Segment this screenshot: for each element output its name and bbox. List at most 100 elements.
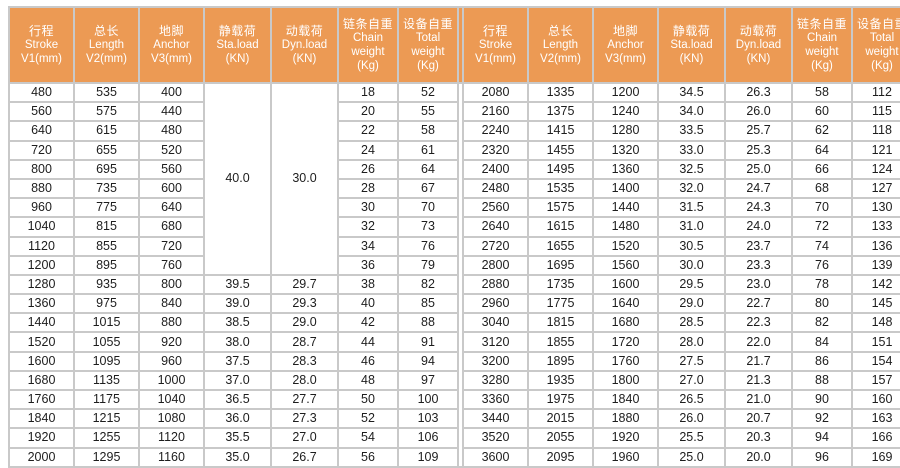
cell-chain_weight-right: 88 [793,371,851,389]
cell-sta_load-right: 34.5 [659,84,724,102]
cell-anchor-right: 1960 [594,448,657,466]
cell-stroke-left: 1120 [10,237,73,255]
table-split-divider [459,8,462,82]
cell-total_weight-left: 70 [399,199,457,217]
column-header-line-1: Chain [806,32,838,44]
cell-stroke-left: 2000 [10,448,73,466]
table-split-divider-body [459,84,462,466]
cell-length-right: 1695 [529,256,592,274]
column-header-anchor-left: 地脚 Anchor V3(mm) [140,8,203,82]
cell-length-right: 1855 [529,333,592,351]
table-row: 720 655 520 24 61 2320 1455 1320 33.0 25.3 64 121 [10,141,900,159]
cell-dyn_load-right: 24.3 [726,199,791,217]
column-header-line-0: 链条自重 [342,17,393,31]
cell-total_weight-left: 61 [399,141,457,159]
column-header-line-0: 链条自重 [796,17,847,31]
cell-length-left: 775 [75,199,138,217]
cell-dyn_load-left: 27.7 [272,391,337,409]
cell-sta_load-right: 28.5 [659,314,724,332]
cell-length-left: 655 [75,141,138,159]
cell-sta_load-left: 39.5 [205,275,270,294]
column-header-line-3: (Kg) [417,60,439,72]
cell-dyn_load-right: 24.0 [726,218,791,236]
column-header-dyn_load-right: 动载荷 Dyn.load (KN) [726,8,791,82]
cell-dyn_load-right: 25.7 [726,122,791,140]
cell-anchor-left: 480 [140,122,203,140]
cell-sta_load-right: 33.0 [659,141,724,159]
cell-total_weight-right: 160 [853,391,900,409]
cell-chain_weight-left: 36 [339,256,397,274]
column-header-chain_weight-left: 链条自重 Chain weight (Kg) [339,8,397,82]
cell-chain_weight-left: 34 [339,237,397,255]
cell-anchor-left: 840 [140,295,203,313]
column-header-line-2: (KN) [225,53,250,65]
cell-stroke-right: 2080 [464,84,527,102]
cell-chain_weight-right: 68 [793,179,851,198]
column-header-dyn_load-left: 动载荷 Dyn.load (KN) [272,8,337,82]
column-header-line-3: (Kg) [871,60,893,72]
cell-stroke-left: 1280 [10,275,73,294]
cell-sta_load-left: 36.5 [205,391,270,409]
column-header-line-2: V1(mm) [475,53,516,65]
cell-length-left: 1015 [75,314,138,332]
cell-length-left: 975 [75,295,138,313]
cell-length-left: 1175 [75,391,138,409]
cell-total_weight-left: 64 [399,160,457,178]
cell-anchor-left: 880 [140,314,203,332]
table-row: 1200 895 760 36 79 2800 1695 1560 30.0 23.3 76 139 [10,256,900,274]
cell-anchor-right: 1680 [594,314,657,332]
column-header-line-1: Total [415,32,441,44]
cell-sta_load-left: 37.0 [205,371,270,389]
cell-dyn_load-left: 28.7 [272,333,337,351]
cell-anchor-left: 760 [140,256,203,274]
cell-length-left: 815 [75,218,138,236]
cell-anchor-right: 1280 [594,122,657,140]
cell-total_weight-right: 145 [853,295,900,313]
cell-total_weight-right: 133 [853,218,900,236]
column-header-line-2: V3(mm) [151,53,192,65]
cell-total_weight-right: 139 [853,256,900,274]
cell-chain_weight-left: 44 [339,333,397,351]
column-header-line-1: Length [542,39,579,51]
column-header-sta_load-left: 静载荷 Sta.load (KN) [205,8,270,82]
cell-anchor-left: 440 [140,103,203,121]
table-row: 880 735 600 28 67 2480 1535 1400 32.0 24.7 68 127 [10,179,900,198]
cell-chain_weight-right: 80 [793,295,851,313]
cell-dyn_load-left: 26.7 [272,448,337,466]
cell-length-right: 1935 [529,371,592,389]
cell-anchor-left: 520 [140,141,203,159]
cell-length-left: 1095 [75,352,138,370]
cell-length-left: 1135 [75,371,138,389]
cell-anchor-left: 720 [140,237,203,255]
cell-total_weight-right: 118 [853,122,900,140]
cell-stroke-right: 3520 [464,429,527,447]
table-row: 560 575 440 20 55 2160 1375 1240 34.0 26.0 60 115 [10,103,900,121]
table-row: 1520 1055 920 38.0 28.7 44 91 3120 1855 1720 28.0 2… [10,333,900,351]
cell-chain_weight-right: 72 [793,218,851,236]
cell-dyn_load-right: 20.3 [726,429,791,447]
column-header-line-2: weight [805,46,839,58]
column-header-line-1: Stroke [24,39,59,51]
cell-length-right: 1615 [529,218,592,236]
cell-sta_load-right: 30.5 [659,237,724,255]
cell-total_weight-right: 169 [853,448,900,466]
cell-stroke-right: 2240 [464,122,527,140]
cell-chain_weight-left: 30 [339,199,397,217]
table-row: 1120 855 720 34 76 2720 1655 1520 30.5 23.7 74 136 [10,237,900,255]
cell-length-right: 1895 [529,352,592,370]
cell-total_weight-right: 157 [853,371,900,389]
cell-stroke-right: 2160 [464,103,527,121]
cell-length-right: 1655 [529,237,592,255]
cell-chain_weight-left: 26 [339,160,397,178]
cell-length-right: 1815 [529,314,592,332]
cell-sta_load-merged-left: 40.0 [205,84,270,274]
cell-dyn_load-right: 25.0 [726,160,791,178]
cell-total_weight-left: 76 [399,237,457,255]
cell-sta_load-right: 27.5 [659,352,724,370]
cell-sta_load-left: 36.0 [205,410,270,428]
cell-chain_weight-right: 64 [793,141,851,159]
cell-length-left: 535 [75,84,138,102]
cell-total_weight-left: 100 [399,391,457,409]
cell-total_weight-left: 85 [399,295,457,313]
column-header-line-2: V1(mm) [21,53,62,65]
